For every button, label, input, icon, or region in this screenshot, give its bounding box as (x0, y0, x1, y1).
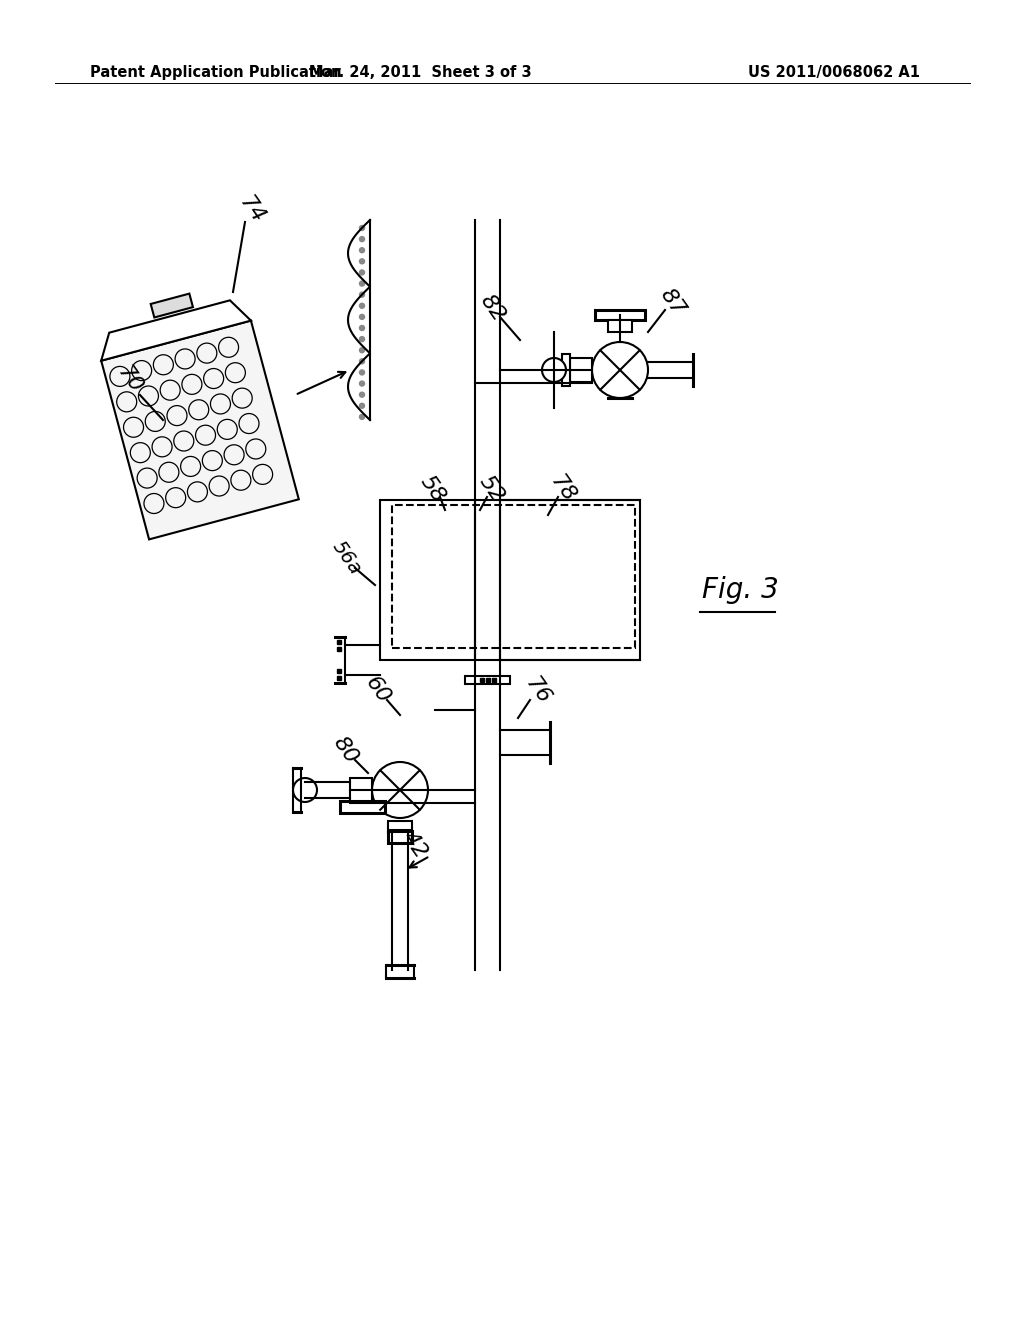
Text: 60: 60 (361, 673, 394, 708)
Bar (492, 678, 496, 682)
Bar (608, 319, 632, 333)
Bar (562, 354, 570, 385)
Circle shape (359, 392, 365, 397)
Circle shape (359, 304, 365, 309)
Circle shape (359, 281, 365, 286)
Polygon shape (101, 321, 299, 540)
Circle shape (293, 777, 317, 803)
Text: 76: 76 (521, 673, 554, 709)
Circle shape (359, 236, 365, 242)
Text: 80: 80 (329, 733, 361, 767)
Text: 56a: 56a (329, 537, 366, 578)
Circle shape (359, 259, 365, 264)
Bar (350, 777, 372, 803)
Circle shape (359, 381, 365, 385)
Text: 87: 87 (655, 285, 688, 319)
Bar (465, 676, 510, 684)
Circle shape (359, 414, 365, 420)
Bar (570, 358, 592, 381)
Bar (595, 310, 645, 319)
Circle shape (359, 337, 365, 342)
Text: 42: 42 (398, 828, 431, 862)
Text: Patent Application Publication: Patent Application Publication (90, 65, 341, 81)
Text: 74: 74 (236, 193, 268, 227)
Bar (337, 669, 341, 673)
Circle shape (359, 292, 365, 297)
Circle shape (359, 404, 365, 408)
Bar (337, 640, 341, 644)
Text: 70: 70 (114, 363, 146, 397)
Polygon shape (151, 293, 193, 318)
Text: Mar. 24, 2011  Sheet 3 of 3: Mar. 24, 2011 Sheet 3 of 3 (308, 65, 531, 81)
Bar (388, 832, 412, 843)
Circle shape (359, 226, 365, 231)
Bar (340, 801, 385, 813)
Bar (388, 821, 412, 833)
Circle shape (359, 347, 365, 352)
Circle shape (359, 370, 365, 375)
Circle shape (592, 342, 648, 399)
Circle shape (359, 359, 365, 364)
Text: 78: 78 (547, 471, 580, 507)
Text: Fig. 3: Fig. 3 (701, 576, 778, 605)
Polygon shape (101, 301, 251, 360)
Circle shape (372, 762, 428, 818)
Text: 82: 82 (476, 290, 508, 325)
Bar (479, 678, 483, 682)
Bar (392, 506, 635, 648)
Bar (337, 647, 341, 651)
Bar (337, 676, 341, 680)
Text: US 2011/0068062 A1: US 2011/0068062 A1 (748, 65, 920, 81)
Circle shape (359, 248, 365, 252)
Text: 52: 52 (476, 471, 508, 507)
Bar (380, 500, 640, 660)
Bar (485, 678, 489, 682)
Circle shape (542, 358, 566, 381)
Circle shape (359, 326, 365, 330)
Circle shape (359, 314, 365, 319)
Circle shape (359, 271, 365, 275)
Text: 58: 58 (417, 471, 450, 507)
